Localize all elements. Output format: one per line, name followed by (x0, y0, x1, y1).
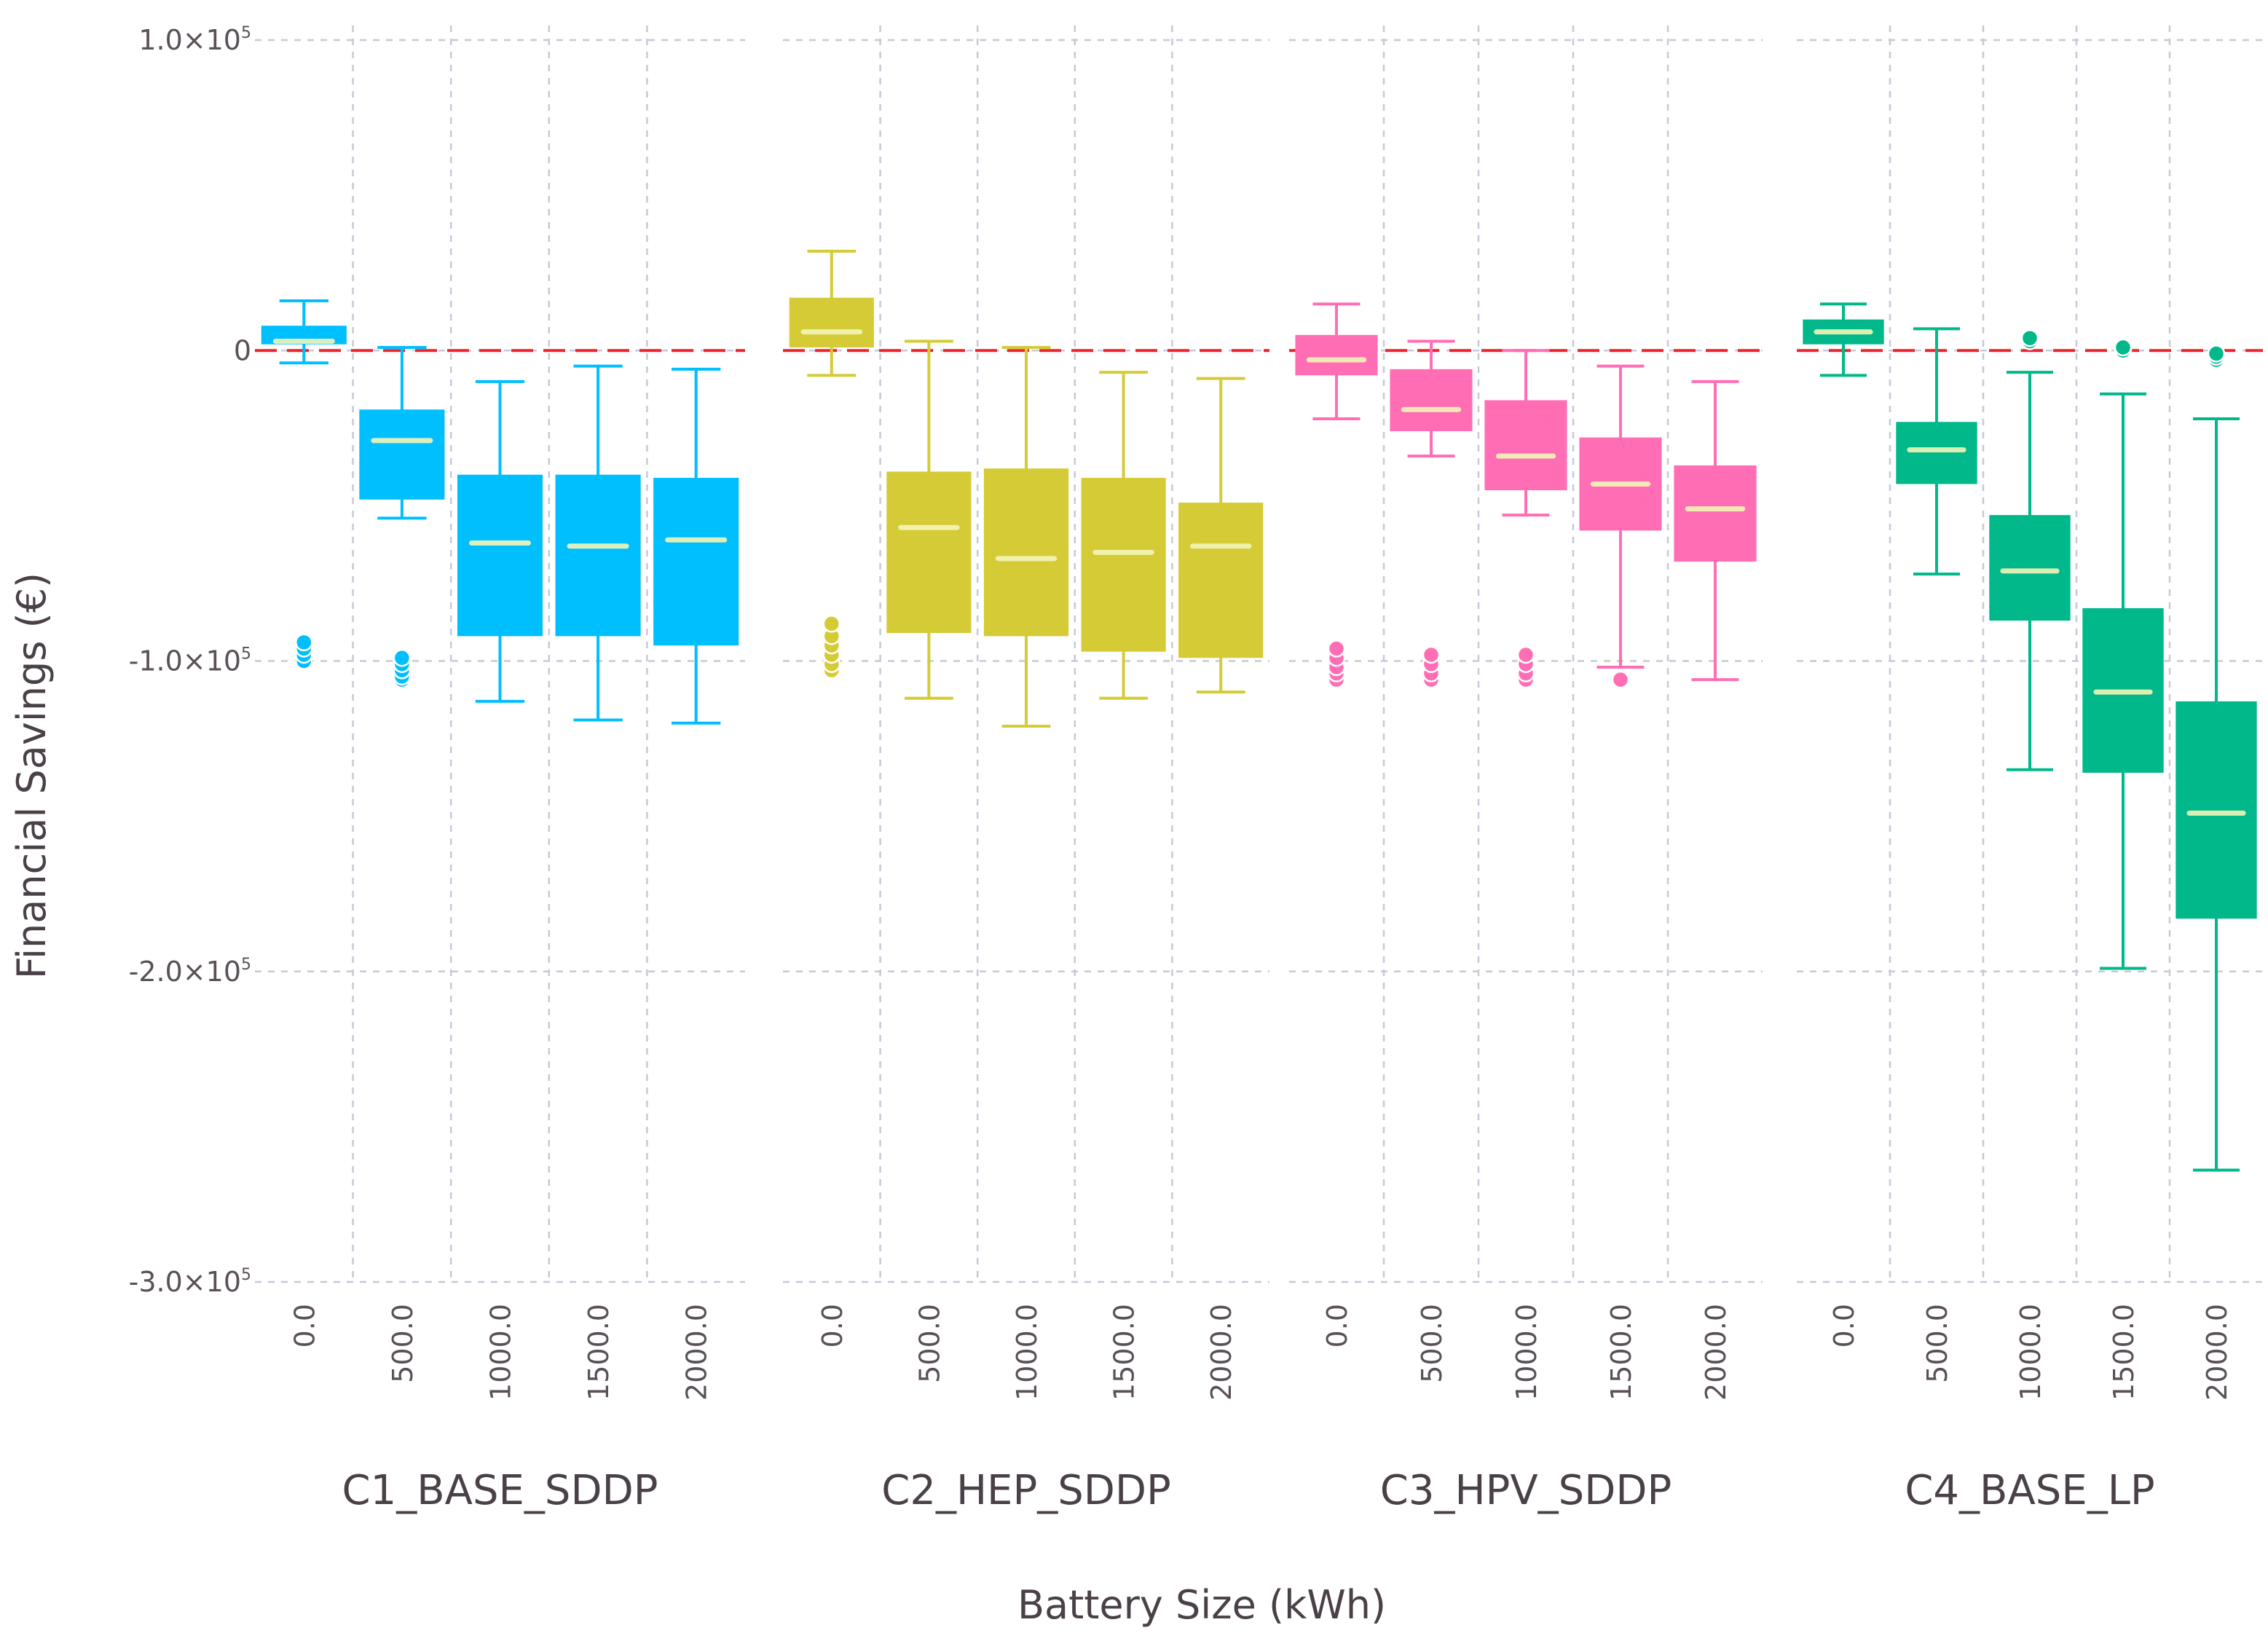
x-tick-label: 1500.0 (2108, 1304, 2140, 1401)
panel-c1_base_sddp (261, 299, 739, 725)
outlier-point (2114, 338, 2133, 357)
iqr-box (1081, 478, 1166, 652)
box-0.0 (1295, 302, 1378, 689)
iqr-box (1178, 503, 1264, 658)
iqr-box (1989, 515, 2071, 621)
outlier-point (295, 633, 313, 652)
y-axis-ticks: 1.0×105 0 -1.0×105 -2.0×105 -3.0×105 (129, 24, 251, 1298)
panel-c2_hep_sddp (789, 249, 1264, 728)
iqr-box (1674, 465, 1757, 562)
box-500.0 (359, 345, 445, 689)
iqr-box (1390, 369, 1473, 432)
panel-label: C3_HPV_SDDP (1380, 1467, 1672, 1514)
x-tick-label: 500.0 (387, 1304, 419, 1383)
x-tick-label: 500.0 (1921, 1304, 1953, 1383)
box-2000.0 (1178, 377, 1264, 694)
x-tick-label: 1500.0 (583, 1304, 615, 1401)
iqr-box (1484, 400, 1567, 491)
x-tick-label: 1500.0 (1109, 1304, 1141, 1401)
box-2000.0 (2176, 345, 2257, 1172)
x-tick-label: 1000.0 (2015, 1304, 2047, 1401)
box-1500.0 (555, 364, 641, 722)
outlier-point (1422, 645, 1441, 664)
outlier-point (1516, 645, 1535, 664)
box-1500.0 (2082, 338, 2164, 970)
x-tick-label: 2000.0 (1700, 1304, 1732, 1401)
outlier-point (2207, 345, 2226, 363)
x-tick-label: 2000.0 (2201, 1304, 2233, 1401)
iqr-box (1896, 422, 1977, 484)
panel-c3_hpv_sddp (1295, 302, 1757, 689)
iqr-box (789, 297, 874, 347)
x-tick-label: 500.0 (913, 1304, 945, 1383)
y-tick-label: 1.0×105 (138, 24, 251, 56)
x-tick-label: 0.0 (288, 1304, 320, 1347)
x-tick-label: 2000.0 (1205, 1304, 1237, 1401)
box-1000.0 (1989, 328, 2071, 771)
outlier-point (1611, 670, 1630, 689)
y-axis-title: Financial Savings (€) (9, 572, 55, 979)
boxes-layer (261, 249, 2257, 1172)
y-tick-label: -1.0×105 (129, 645, 251, 677)
box-500.0 (1390, 339, 1473, 689)
box-0.0 (261, 299, 347, 670)
iqr-box (359, 409, 445, 500)
x-tick-label: 0.0 (1321, 1304, 1353, 1347)
y-tick-label: -3.0×105 (129, 1266, 251, 1298)
box-1000.0 (457, 379, 543, 703)
y-tick-label: -2.0×105 (129, 956, 251, 988)
x-axis-title: Battery Size (kWh) (1017, 1582, 1386, 1628)
box-1000.0 (983, 345, 1069, 728)
x-tick-label: 1000.0 (1511, 1304, 1543, 1401)
iqr-box (886, 471, 972, 634)
panel-c4_base_lp (1803, 302, 2257, 1172)
x-tick-label: 2000.0 (681, 1304, 713, 1401)
box-0.0 (789, 249, 874, 680)
x-tick-label: 0.0 (1828, 1304, 1860, 1347)
iqr-box (555, 474, 641, 637)
x-tick-label: 1500.0 (1605, 1304, 1637, 1401)
iqr-box (1295, 334, 1378, 376)
box-1000.0 (1484, 349, 1567, 689)
panel-label: C1_BASE_SDDP (342, 1467, 658, 1514)
outlier-point (2020, 328, 2039, 347)
iqr-box (457, 474, 543, 637)
x-tick-label: 1000.0 (485, 1304, 517, 1401)
outlier-point (822, 615, 841, 633)
box-500.0 (1896, 327, 1977, 576)
box-2000.0 (1674, 379, 1757, 682)
x-tick-label: 1000.0 (1011, 1304, 1043, 1401)
x-tick-label: 500.0 (1416, 1304, 1448, 1383)
box-0.0 (1803, 302, 1884, 377)
y-tick-label: 0 (234, 334, 251, 366)
panel-label: C2_HEP_SDDP (881, 1467, 1171, 1514)
x-tick-label: 0.0 (816, 1304, 848, 1347)
outlier-point (1327, 640, 1346, 658)
box-2000.0 (653, 367, 739, 725)
box-500.0 (886, 339, 972, 700)
labels-layer: 0.0 500.0 1000.0 1500.0 2000.0 C1_BASE_SDDP 0.… (288, 1304, 2233, 1514)
box-1500.0 (1081, 371, 1166, 700)
outlier-point (393, 648, 412, 667)
iqr-box (2176, 701, 2257, 919)
panel-label: C4_BASE_LP (1905, 1467, 2154, 1514)
iqr-box (653, 478, 739, 646)
iqr-box (983, 468, 1069, 637)
box-1500.0 (1579, 364, 1662, 689)
